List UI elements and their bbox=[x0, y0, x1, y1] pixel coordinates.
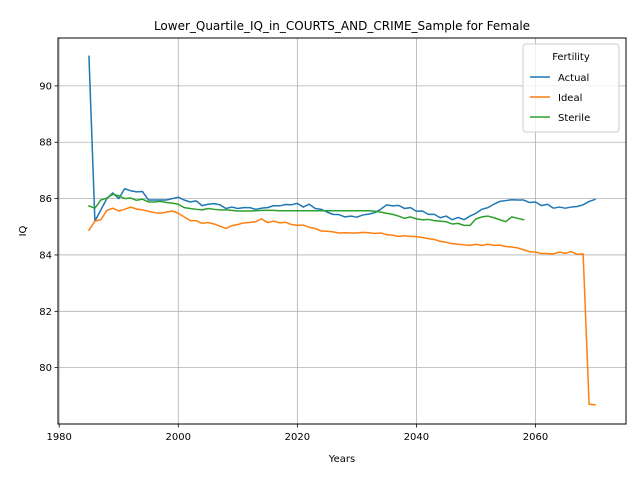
plot-frame bbox=[57, 37, 627, 425]
series-line-ideal bbox=[87, 206, 596, 406]
legend-title: Fertility bbox=[552, 52, 590, 63]
series-line-sterile bbox=[87, 193, 525, 227]
x-axis-label: Years bbox=[328, 454, 355, 465]
y-tick-label: 84 bbox=[39, 250, 52, 261]
y-tick-label: 80 bbox=[39, 363, 52, 374]
legend-label-actual: Actual bbox=[558, 73, 589, 84]
legend-label-ideal: Ideal bbox=[558, 93, 582, 104]
series-line-actual bbox=[88, 55, 596, 222]
y-tick-label: 82 bbox=[39, 307, 52, 318]
axis-ticks: 1980 2000 2020 2040 2060 80 82 84 86 88 90 bbox=[39, 81, 548, 443]
y-tick-label: 88 bbox=[39, 138, 52, 149]
x-tick-label: 2000 bbox=[166, 432, 191, 443]
legend-label-sterile: Sterile bbox=[558, 113, 590, 124]
x-tick-label: 2040 bbox=[404, 432, 429, 443]
y-tick-label: 90 bbox=[39, 81, 52, 92]
legend: Fertility Actual Ideal Sterile bbox=[522, 43, 620, 133]
series-lines bbox=[87, 55, 596, 406]
y-tick-label: 86 bbox=[39, 194, 52, 205]
legend-box bbox=[522, 43, 620, 133]
chart-title: Lower_Quartile_IQ_in_COURTS_AND_CRIME_Sa… bbox=[154, 19, 530, 33]
legend-entries: Actual Ideal Sterile bbox=[530, 73, 590, 124]
x-tick-label: 2020 bbox=[285, 432, 310, 443]
x-tick-label: 1980 bbox=[46, 432, 71, 443]
y-axis-label: IQ bbox=[18, 225, 29, 236]
x-tick-label: 2060 bbox=[523, 432, 548, 443]
